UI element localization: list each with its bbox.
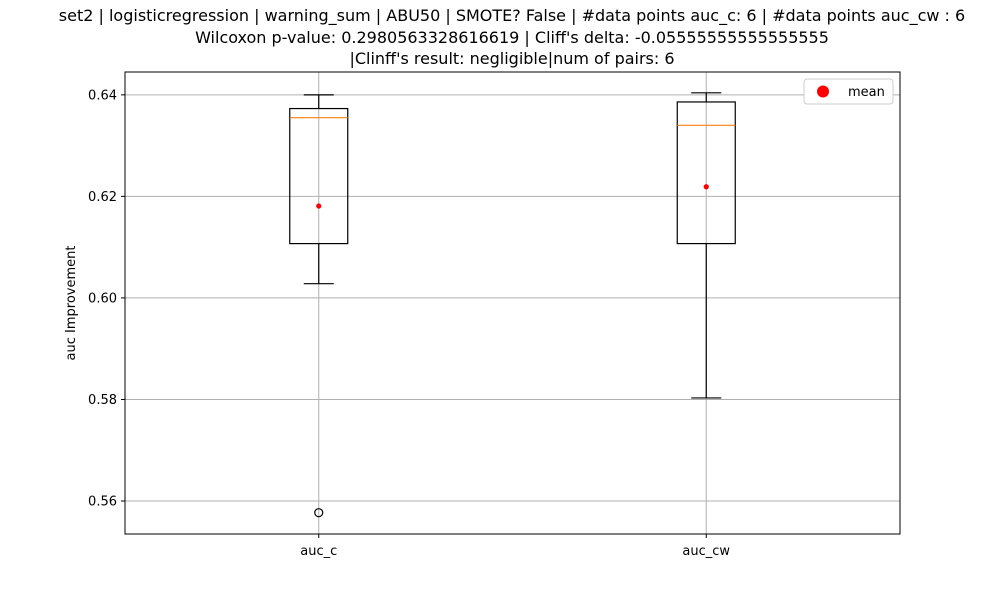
legend-mean-label: mean <box>848 85 885 100</box>
box-auc_cw <box>676 92 736 399</box>
chart-title-line-1: set2 | logisticregression | warning_sum … <box>59 6 965 26</box>
box-series <box>289 92 736 518</box>
chart-title-line-3: |Clinff's result: negligible|num of pair… <box>349 49 674 68</box>
legend-mean-marker <box>817 85 829 98</box>
y-tick-label: 0.60 <box>88 291 117 306</box>
legend-frame <box>803 78 894 105</box>
mean-marker <box>703 184 709 190</box>
y-tick-label: 0.62 <box>88 190 117 205</box>
legend: mean <box>803 78 894 105</box>
y-tick-label: 0.58 <box>88 393 117 408</box>
box-auc_c <box>289 94 349 518</box>
outlier-point <box>314 508 324 518</box>
box-iqr <box>289 107 349 245</box>
chart-title-line-2: Wilcoxon p-value: 0.2980563328616619 | C… <box>195 28 829 47</box>
axis-ticks: 0.56 0.58 0.60 0.62 0.64 auc_c auc_cw <box>88 88 730 559</box>
mean-marker <box>316 203 322 209</box>
box-iqr <box>676 101 736 245</box>
grid-lines <box>125 72 900 534</box>
x-tick-label: auc_cw <box>682 544 730 559</box>
y-tick-label: 0.56 <box>88 495 117 510</box>
axes-frame <box>124 71 901 535</box>
x-tick-label: auc_c <box>300 544 337 559</box>
y-tick-label: 0.64 <box>88 88 117 103</box>
y-axis-label: auc Improvement <box>64 246 79 361</box>
